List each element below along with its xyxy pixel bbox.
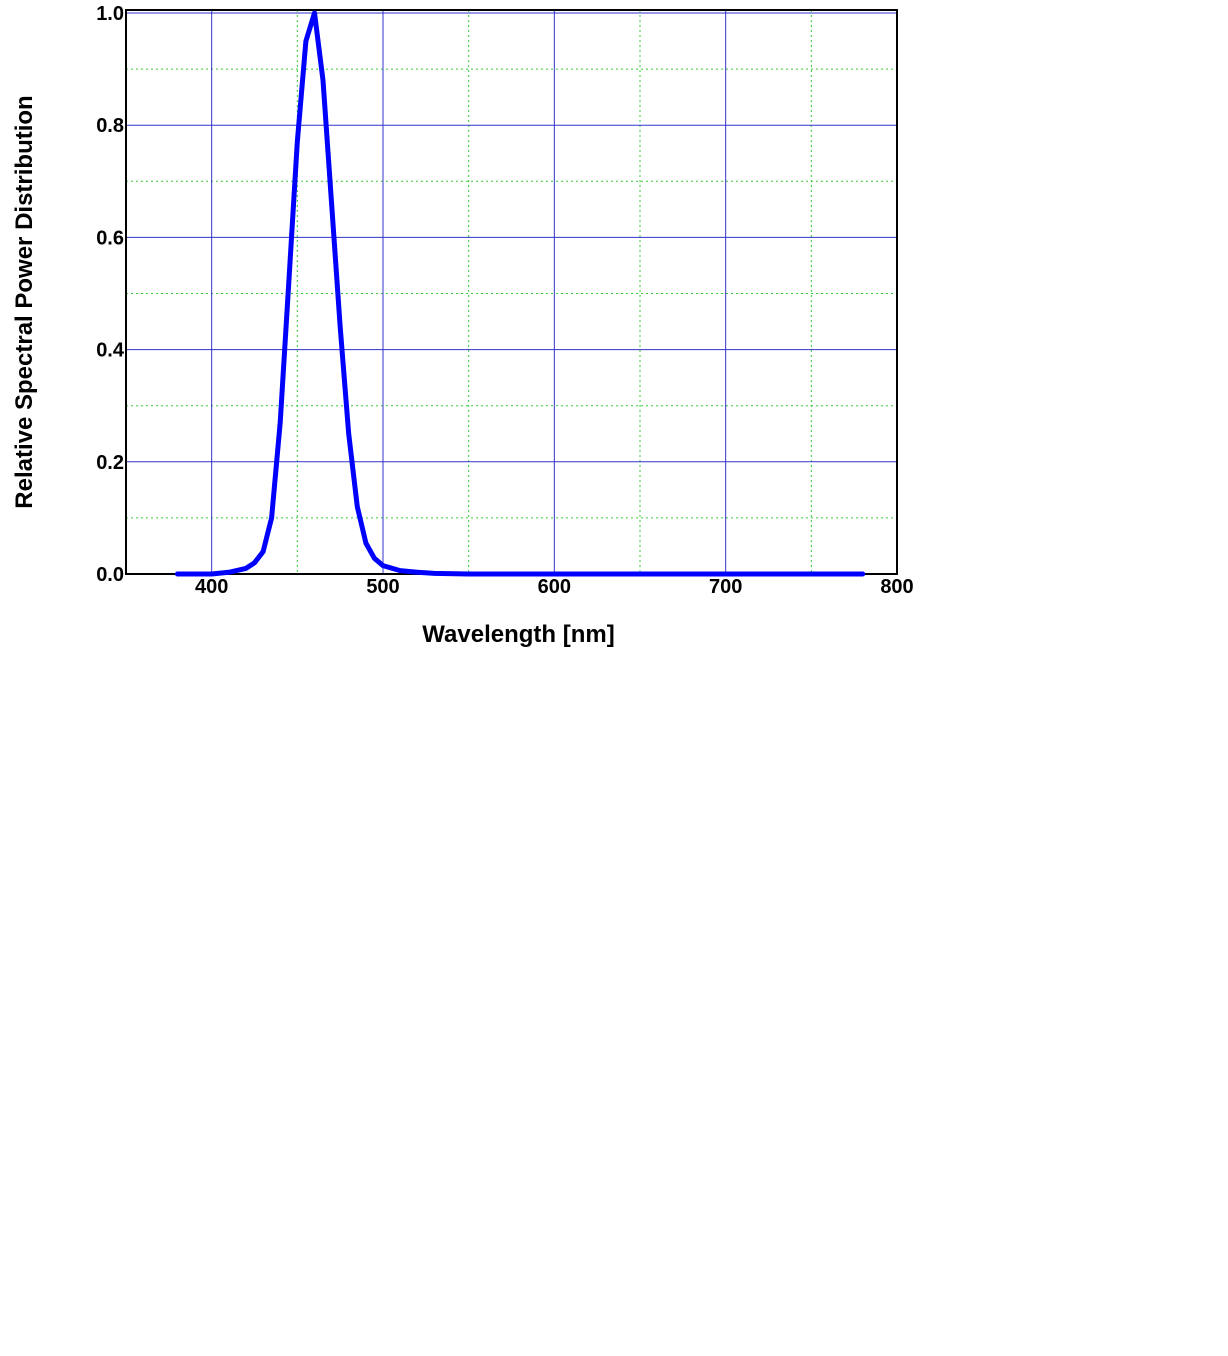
x-tick-label: 400	[195, 576, 228, 598]
y-tick-label: 1.0	[96, 3, 124, 25]
plot-frame	[125, 9, 898, 575]
x-tick-label: 600	[538, 576, 571, 598]
minor-grid	[126, 10, 897, 574]
series-layer	[174, 10, 866, 577]
y-tick-label: 0.4	[96, 340, 125, 362]
y-tick-label: 0.6	[96, 227, 124, 249]
x-tick-label: 500	[366, 576, 399, 598]
y-tick-label: 0.8	[96, 115, 124, 137]
y-axis-label: Relative Spectral Power Distribution	[11, 95, 38, 508]
axis-ticks: 400 500 600 700 800 0.0 0.2 0.4 0.6 0.8 1.0	[96, 3, 914, 598]
x-tick-label: 700	[709, 576, 742, 598]
x-tick-label: 800	[880, 576, 913, 598]
x-axis-label: Wavelength [nm]	[422, 621, 614, 648]
y-tick-label: 0.2	[96, 452, 124, 474]
spectrum-line	[174, 10, 866, 577]
y-tick-label: 0.0	[96, 564, 124, 586]
major-grid	[126, 10, 897, 574]
